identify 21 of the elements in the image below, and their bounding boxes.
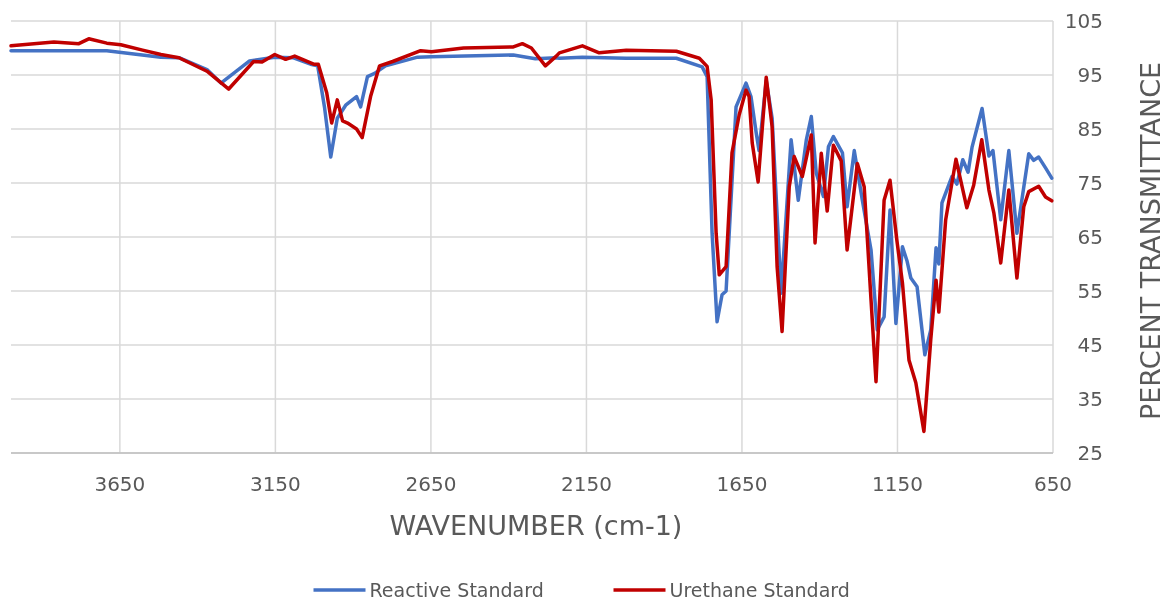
y-tick-label: 65 — [1077, 225, 1103, 249]
y-tick-label: 45 — [1077, 333, 1103, 357]
y-axis-title: PERCENT TRANSMITTANCE — [1135, 61, 1166, 421]
y-tick-label: 35 — [1077, 387, 1103, 411]
x-tick-label: 1150 — [872, 472, 923, 496]
x-tick-label: 650 — [1033, 472, 1073, 496]
y-tick-label: 85 — [1077, 117, 1103, 141]
legend-label: Urethane Standard — [669, 579, 850, 601]
line-series — [9, 37, 1054, 434]
y-tick-label: 95 — [1077, 63, 1103, 87]
x-tick-label: 2650 — [405, 472, 457, 496]
x-tick-label: 3650 — [94, 472, 146, 496]
legend-label: Reactive Standard — [369, 579, 544, 601]
y-tick-label: 55 — [1077, 279, 1103, 303]
x-tick-label: 2150 — [560, 472, 612, 496]
x-tick-label: 3150 — [249, 472, 301, 496]
y-tick-label: 105 — [1064, 9, 1103, 33]
x-tick-label: 1650 — [716, 472, 768, 496]
y-tick-label: 25 — [1077, 441, 1103, 465]
x-axis-title: WAVENUMBER (cm-1) — [389, 510, 683, 541]
y-tick-label: 75 — [1077, 171, 1103, 195]
